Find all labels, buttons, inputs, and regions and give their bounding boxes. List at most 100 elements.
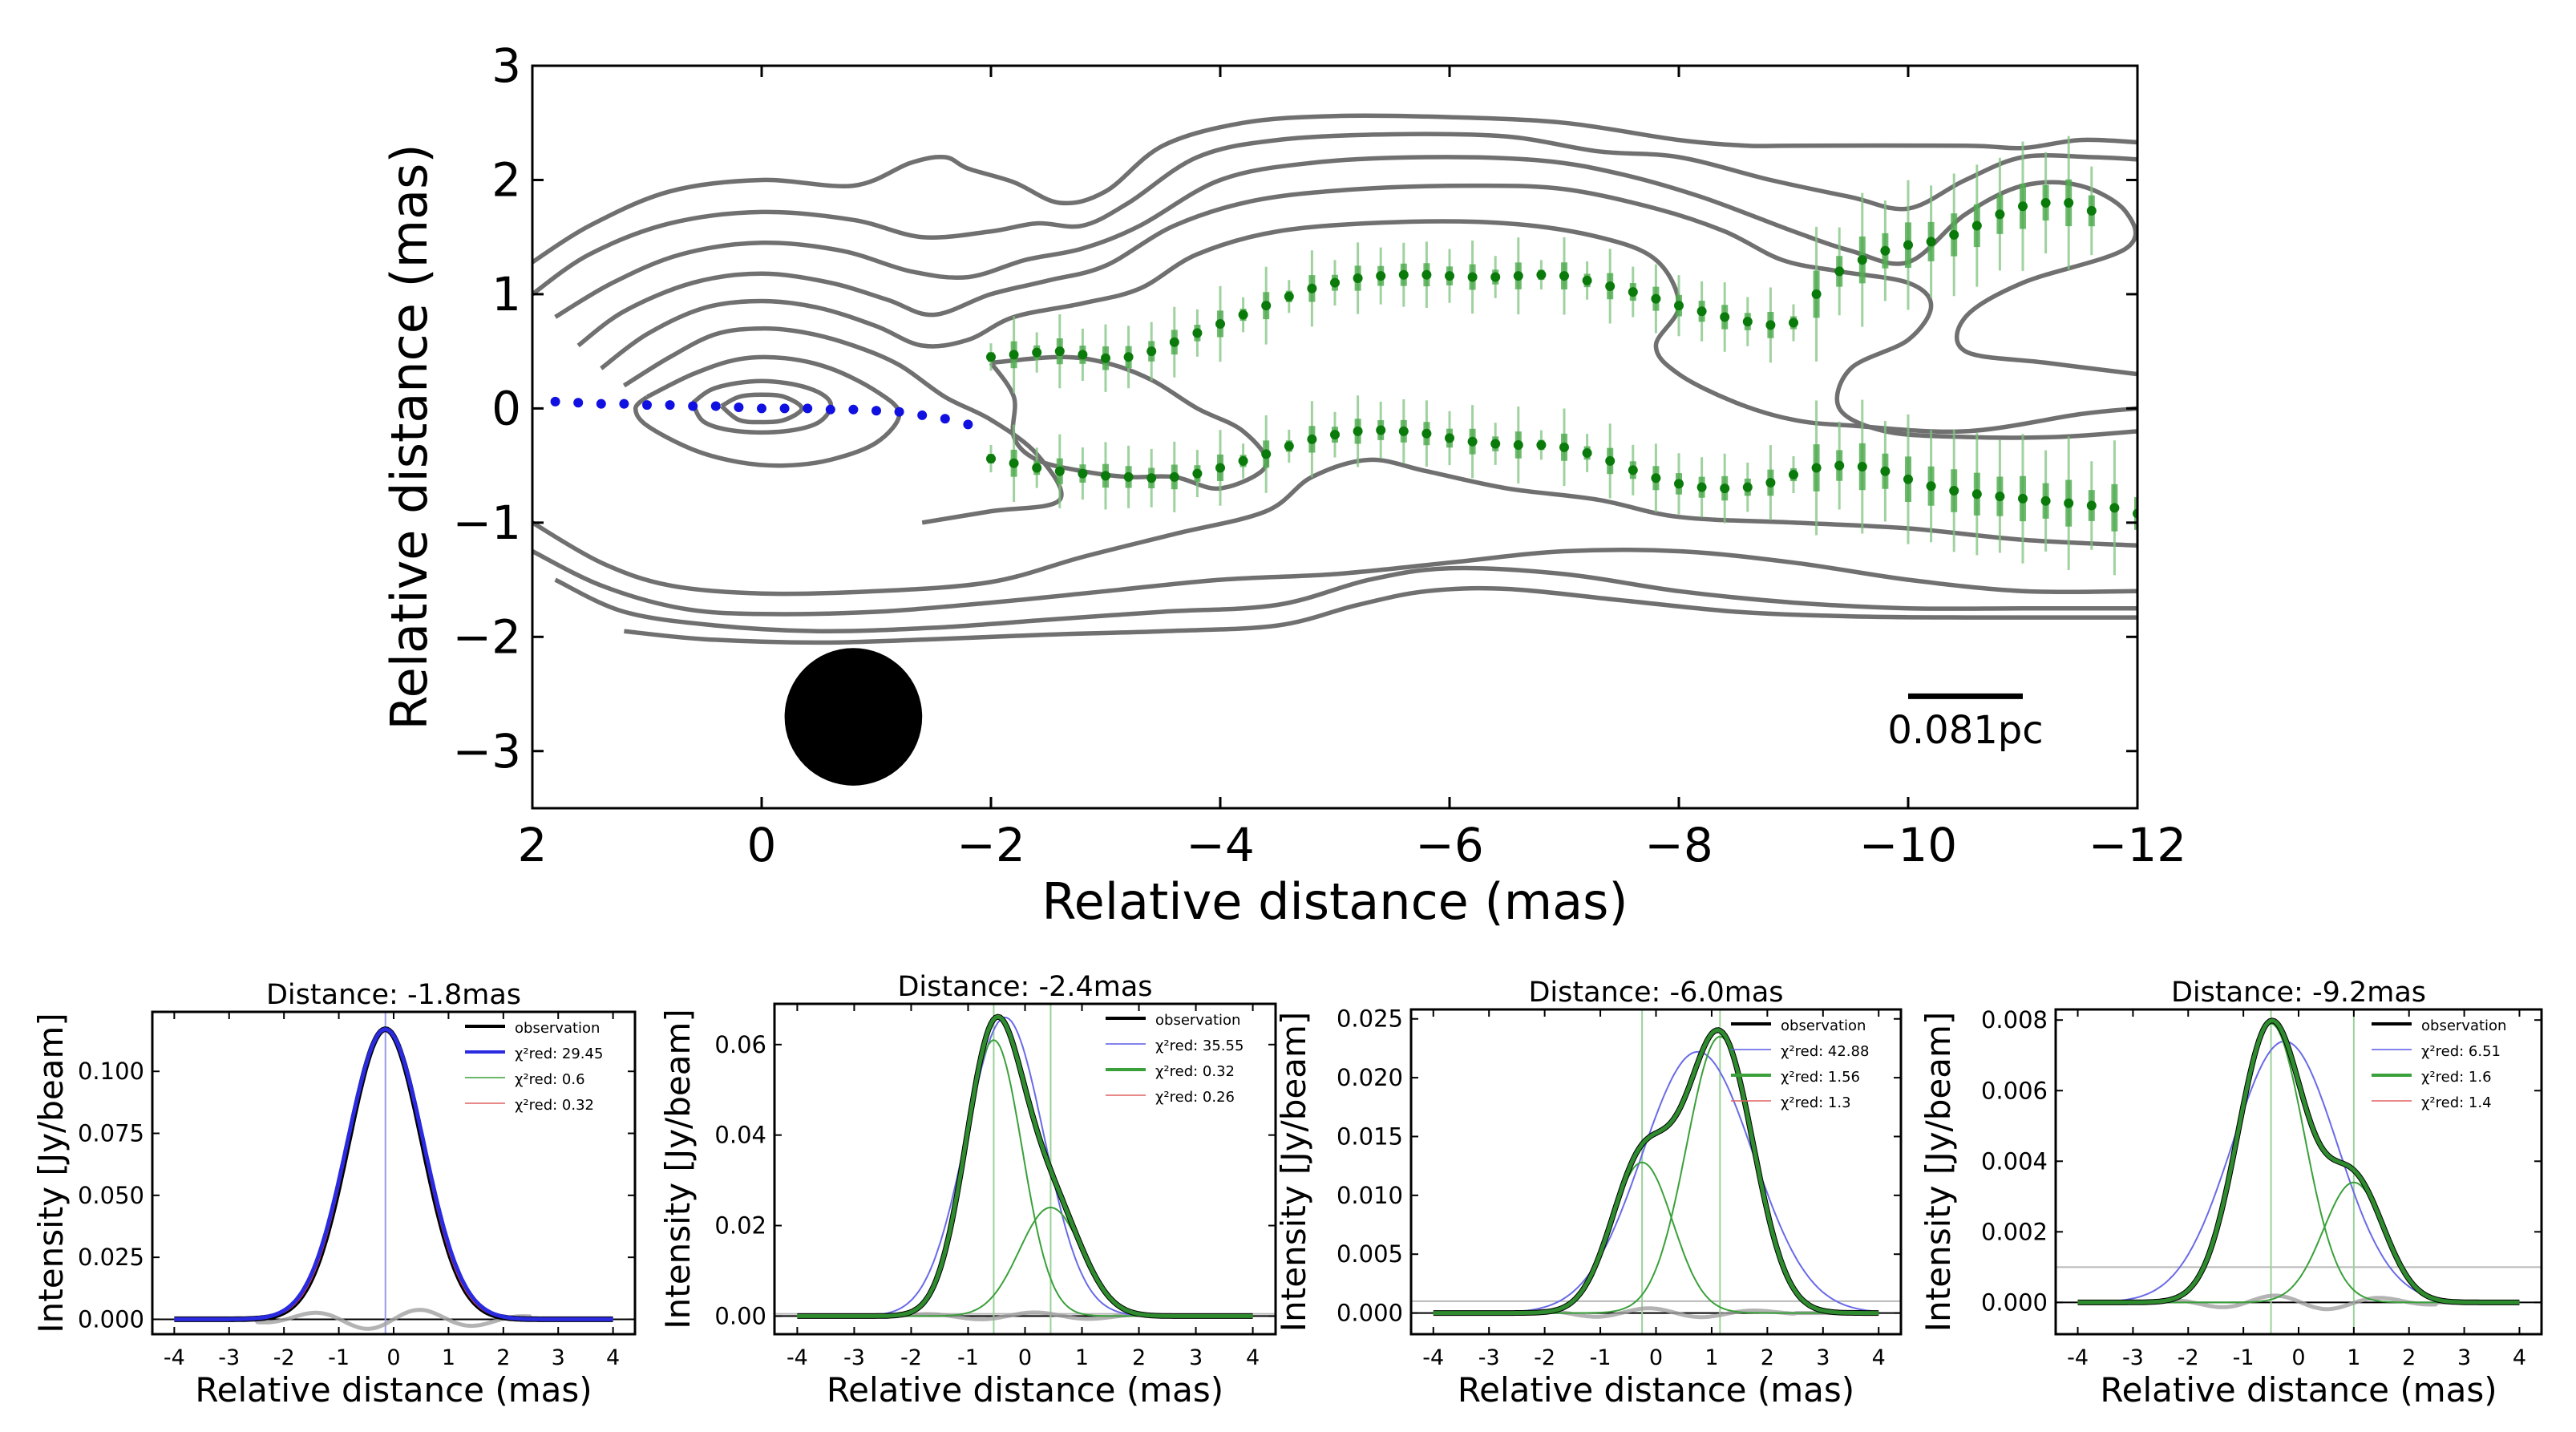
lower-ridge-point: [1536, 439, 1547, 450]
profile-x-tick-label: -2: [2178, 1345, 2199, 1370]
profile-x-tick-label: 2: [1132, 1345, 1146, 1370]
best-fit-curve: [1433, 1028, 1879, 1316]
contour-line: [532, 113, 2137, 265]
upper-ridge-point: [2086, 205, 2097, 216]
lower-ridge-point: [1742, 482, 1753, 492]
three-component-fit: [2077, 1019, 2520, 1304]
ridge-error-bars: [988, 136, 2137, 576]
lower-ridge-point: [1949, 485, 1959, 496]
core-ridge-point: [871, 406, 881, 416]
lower-ridge-point: [1513, 439, 1523, 450]
legend-label: χ²red: 0.6: [515, 1071, 585, 1088]
contour-line: [600, 219, 2137, 435]
upper-ridge-point: [1651, 293, 1661, 304]
lower-ridge-point: [1811, 463, 1822, 473]
best-fit-curve: [2077, 1018, 2520, 1305]
upper-ridge-point: [1971, 220, 1982, 231]
upper-ridge-point: [1490, 272, 1501, 282]
lower-ridge-point: [2064, 498, 2074, 508]
profile-y-axis-label: Intensity [Jy/beam]: [31, 1013, 71, 1333]
map-x-tick-label: −10: [1859, 818, 1957, 872]
lower-ridge-point: [1215, 463, 1225, 473]
upper-ridge-point: [1789, 318, 1798, 328]
profile-y-tick-label: 0.005: [1337, 1240, 1403, 1268]
lower-ridge-point: [1398, 426, 1409, 436]
profile-x-tick-label: -3: [1478, 1345, 1500, 1370]
upper-ridge-point: [1009, 350, 1019, 360]
profile-x-tick-label: -2: [900, 1345, 922, 1370]
profile-y-axis-label: Intensity [Jy/beam]: [658, 1009, 698, 1329]
map-y-tick-label: 1: [491, 267, 521, 322]
upper-ridge-point: [1445, 271, 1454, 281]
best-fit-curve: [174, 1027, 613, 1321]
profile-x-axis-label: Relative distance (mas): [2100, 1370, 2497, 1410]
upper-ridge-point: [1123, 352, 1134, 362]
upper-ridge-point: [1146, 346, 1157, 357]
legend-label: observation: [1781, 1017, 1866, 1034]
legend-label: χ²red: 29.45: [515, 1046, 603, 1062]
lower-ridge-point: [1169, 471, 1179, 482]
lower-ridge-point: [1559, 442, 1569, 452]
gaussian-component: [2077, 1181, 2520, 1304]
profile-x-tick-label: -1: [2233, 1345, 2255, 1370]
profile-x-tick-label: 3: [2457, 1345, 2471, 1370]
profile-plot-area: [1411, 1009, 1901, 1334]
lower-ridge-point: [1123, 471, 1134, 482]
upper-ridge-point: [1926, 237, 1936, 247]
profile-x-tick-label: 4: [2513, 1345, 2526, 1370]
upper-ridge-point: [1284, 291, 1294, 301]
profile-panel-4: -4 -3 -2 -1 0 1 2 3 4 0.000 0.002 0.004 0.006 0.008 Di…: [1919, 977, 2543, 1410]
profile-y-tick-label: 0.006: [1981, 1077, 2048, 1104]
upper-ridge-point: [1169, 337, 1179, 347]
map-y-tick-label: 3: [491, 38, 521, 93]
upper-ridge-point: [1811, 289, 1822, 299]
profile-x-tick-label: 0: [2291, 1345, 2305, 1370]
profile-x-tick-label: 4: [606, 1345, 620, 1370]
profile-y-tick-label: 0.000: [78, 1305, 144, 1333]
upper-ridge-point: [1628, 287, 1638, 297]
profile-y-axis-label: Intensity [Jy/beam]: [1919, 1012, 1958, 1332]
contour-line: [532, 547, 2137, 617]
profile-plot-area: [152, 1012, 635, 1334]
lower-ridge-point: [1628, 465, 1638, 475]
contour-line: [624, 585, 2137, 645]
legend-label: χ²red: 0.32: [1155, 1063, 1235, 1080]
contour-line: [989, 354, 1269, 491]
profile-x-tick-label: -2: [1534, 1345, 1555, 1370]
best-fit-curve: [797, 1014, 1253, 1318]
upper-ridge-point: [1398, 269, 1409, 280]
profile-y-tick-label: 0.015: [1337, 1123, 1403, 1150]
upper-ridge-point: [1720, 312, 1730, 322]
profile-y-tick-label: 0.06: [714, 1031, 766, 1058]
profile-x-tick-label: 3: [552, 1345, 565, 1370]
profile-x-tick-label: -1: [957, 1345, 979, 1370]
lower-ridge-point: [1101, 471, 1110, 481]
observation-curve: [2077, 1017, 2520, 1305]
upper-ridge-point: [1307, 283, 1317, 293]
scale-bar-label: 0.081pc: [1887, 708, 2043, 753]
gaussian-component: [1433, 1161, 1879, 1314]
core-ridge-point: [619, 398, 629, 409]
legend-label: χ²red: 1.4: [2421, 1094, 2492, 1111]
profile-x-tick-label: -3: [843, 1345, 865, 1370]
legend-label: χ²red: 0.26: [1155, 1089, 1235, 1106]
map-y-axis-label: Relative distance (mas): [380, 144, 439, 730]
map-x-tick-label: 0: [747, 818, 777, 872]
core-ridge-point: [688, 401, 698, 411]
core-ridge-point: [757, 403, 766, 414]
map-y-tick-label: 0: [491, 381, 521, 435]
contour-line: [622, 326, 1064, 525]
legend-label: χ²red: 6.51: [2421, 1043, 2501, 1060]
upper-ridge-point: [1238, 309, 1248, 320]
lower-ridge-point: [1445, 433, 1454, 443]
profile-x-tick-label: 2: [496, 1345, 510, 1370]
upper-ridge-point: [1421, 269, 1432, 280]
profile-x-tick-label: -3: [2122, 1345, 2144, 1370]
core-ridge-point: [917, 410, 928, 420]
lower-ridge-point: [2040, 496, 2051, 506]
lower-ridge-point: [1192, 468, 1203, 479]
profile-y-axis-label: Intensity [Jy/beam]: [1274, 1012, 1313, 1332]
profile-x-tick-label: 0: [1018, 1345, 1032, 1370]
legend-label: observation: [2421, 1017, 2506, 1034]
